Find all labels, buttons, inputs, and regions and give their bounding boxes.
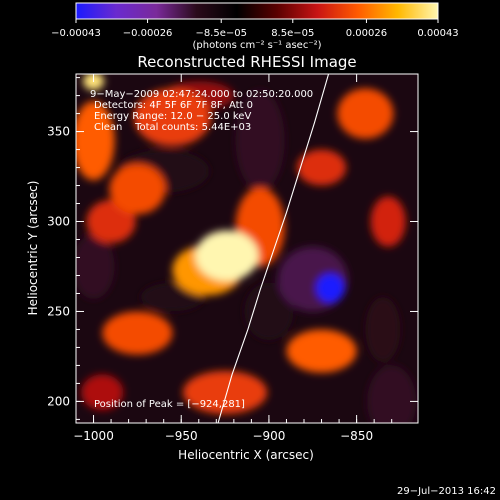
emission-blob: [102, 311, 173, 355]
emission-blob: [195, 230, 259, 281]
emission-blob: [365, 297, 401, 362]
emission-blob: [235, 90, 285, 191]
x-tick-label: −900: [252, 429, 285, 443]
image-area: −1000 −950 −900 −850 200 250 300 350: [47, 73, 419, 443]
plot-frame: [75, 73, 419, 424]
info-detectors: Detectors: 4F 5F 6F 7F 8F, Att 0: [94, 100, 253, 111]
x-axis-ticks: −1000 −950 −900 −850: [73, 74, 393, 443]
colorbar: −0.00043 −0.00026 −8.5e−05 8.5e−05 0.00026 0.…: [51, 2, 459, 51]
x-tick-label: −850: [340, 429, 373, 443]
observation-info: 9−May−2009 02:47:24.000 to 02:50:20.000 …: [90, 89, 313, 133]
emission-blob: [370, 196, 406, 247]
colorbar-tick-label: −0.00043: [51, 28, 101, 39]
info-energy-range: Energy Range: 12.0 − 25.0 keV: [94, 111, 251, 122]
emission-blob: [367, 365, 417, 423]
emission-blob: [76, 234, 115, 299]
y-tick-label: 350: [47, 125, 70, 139]
colorbar-tick-label: −8.5e−05: [195, 28, 247, 39]
colorbar-scale: [75, 2, 439, 20]
emission-blob: [133, 88, 212, 146]
chart-title: Reconstructed RHESSI Image: [137, 53, 356, 71]
emission-blob: [83, 74, 105, 91]
info-time-range: 9−May−2009 02:47:24.000 to 02:50:20.000: [90, 89, 313, 100]
emission-blob: [76, 100, 115, 181]
footer-timestamp: 29−Jul−2013 16:42: [397, 486, 496, 497]
y-axis-label: Heliocentric Y (arcsec): [26, 181, 40, 316]
colorbar-tick-label: −0.00026: [123, 28, 173, 39]
emission-blob: [316, 273, 345, 303]
info-clean-counts: Clean Total counts: 5.44E+03: [94, 122, 251, 133]
y-tick-label: 250: [47, 304, 70, 318]
colorbar-ticks: −0.00043 −0.00026 −8.5e−05 8.5e−05 0.00026 0.…: [51, 19, 459, 39]
solar-limb-line: [217, 74, 330, 423]
emission-blob: [337, 88, 394, 139]
x-axis-label: Heliocentric X (arcsec): [178, 448, 314, 462]
colorbar-tick-label: 8.5e−05: [271, 28, 314, 39]
x-tick-label: −950: [165, 429, 198, 443]
emission-layer: [76, 74, 417, 423]
emission-blob: [244, 282, 294, 341]
emission-blob: [296, 149, 347, 186]
emission-blob: [286, 329, 357, 373]
emission-blob: [81, 374, 124, 411]
colorbar-tick-label: 0.00043: [417, 28, 458, 39]
peak-position-label: Position of Peak = [−924,281]: [94, 399, 245, 410]
emission-blob: [182, 370, 268, 415]
y-tick-label: 300: [47, 215, 70, 229]
colorbar-tick-label: 0.00026: [346, 28, 387, 39]
y-tick-label: 200: [47, 394, 70, 408]
emission-blob: [109, 163, 166, 215]
y-axis-ticks: 200 250 300 350: [47, 77, 418, 420]
colorbar-units-label: (photons cm⁻² s⁻¹ asec⁻²): [192, 40, 321, 51]
x-tick-label: −1000: [73, 429, 114, 443]
